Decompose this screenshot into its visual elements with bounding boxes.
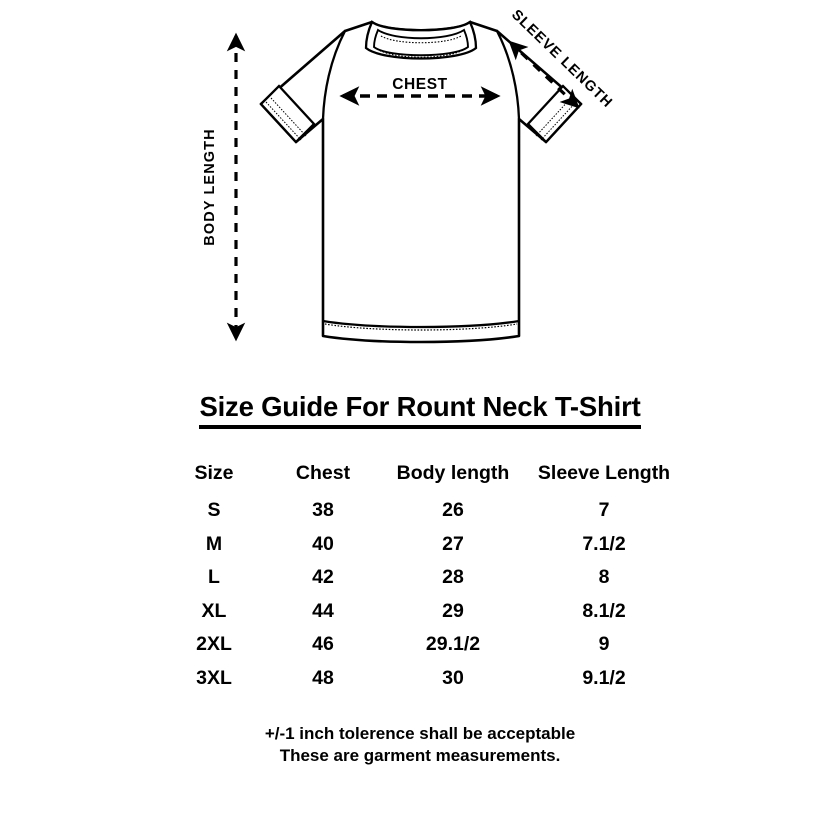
cell-body-length: 30 xyxy=(442,666,464,689)
cell-size: M xyxy=(205,532,223,555)
cell-sleeve-length: 9.1/2 xyxy=(582,666,626,689)
cell-sleeve-length: 7.1/2 xyxy=(582,532,626,555)
cell-sleeve-length: 7 xyxy=(598,499,610,522)
body-length-dimension: BODY LENGTH xyxy=(202,32,246,342)
tshirt-hem xyxy=(322,319,520,329)
chest-label: CHEST xyxy=(392,76,448,93)
cell-size: 3XL xyxy=(196,666,232,689)
table-row: M 40 27 7.1/2 xyxy=(160,528,680,562)
table-row: 2XL 46 29.1/2 9 xyxy=(160,628,680,662)
cell-size: 2XL xyxy=(196,633,232,656)
cell-sleeve-length: 8 xyxy=(598,566,610,589)
cell-chest: 44 xyxy=(312,599,334,622)
tshirt-outline xyxy=(259,20,583,344)
cell-chest: 40 xyxy=(312,532,334,555)
cell-body-length: 29 xyxy=(442,599,464,622)
cell-chest: 42 xyxy=(312,566,334,589)
cell-chest: 38 xyxy=(312,499,334,522)
table-header-row: Size Chest Body length Sleeve Length xyxy=(160,452,680,494)
body-length-label: BODY LENGTH xyxy=(202,128,218,245)
tshirt-illustration: CHEST BODY LENGTH SLEEVE LENGTH xyxy=(0,0,840,375)
tolerance-note: +/-1 inch tolerence shall be acceptable xyxy=(264,724,576,743)
cell-sleeve-length: 8.1/2 xyxy=(582,599,626,622)
cell-body-length: 29.1/2 xyxy=(425,633,481,656)
size-chart-table: Size Chest Body length Sleeve Length S 3… xyxy=(160,452,680,695)
table-row: S 38 26 7 xyxy=(160,494,680,528)
tshirt-cuff-left-stitch xyxy=(265,97,307,141)
tshirt-hem-stitch xyxy=(324,323,518,331)
table-row: XL 44 29 8.1/2 xyxy=(160,595,680,629)
size-chart-header: Size Chest Body length Sleeve Length xyxy=(160,452,680,494)
tshirt-cuff-left xyxy=(259,84,316,144)
cell-body-length: 27 xyxy=(442,532,464,555)
column-header-size: Size xyxy=(194,461,234,484)
footer-notes: +/-1 inch tolerence shall be acceptable … xyxy=(0,723,840,767)
tshirt-collar-inner xyxy=(373,28,469,57)
cell-body-length: 28 xyxy=(442,566,464,589)
page-title: Size Guide For Rount Neck T-Shirt xyxy=(199,390,641,429)
cell-size: L xyxy=(208,566,220,589)
column-header-chest: Chest xyxy=(295,461,351,484)
cell-body-length: 26 xyxy=(442,499,464,522)
column-header-body-length: Body length xyxy=(396,461,510,484)
cell-chest: 48 xyxy=(312,666,334,689)
measurement-note: These are garment measurements. xyxy=(279,746,561,765)
column-header-sleeve-length: Sleeve Length xyxy=(537,461,671,484)
sleeve-length-arrow xyxy=(508,40,580,109)
size-chart-body: S 38 26 7 M 40 27 7.1/2 L 42 28 8 XL 44 … xyxy=(160,494,680,695)
chest-dimension: CHEST xyxy=(339,76,501,106)
table-row: 3XL 48 30 9.1/2 xyxy=(160,662,680,696)
title-block: Size Guide For Rount Neck T-Shirt xyxy=(0,390,840,429)
cell-chest: 46 xyxy=(312,633,334,656)
cell-size: XL xyxy=(201,599,227,622)
tshirt-cuff-right-stitch xyxy=(535,97,577,141)
table-row: L 42 28 8 xyxy=(160,561,680,595)
tshirt-collar-stitch xyxy=(376,35,466,58)
cell-size: S xyxy=(207,499,221,522)
cell-sleeve-length: 9 xyxy=(598,633,610,656)
